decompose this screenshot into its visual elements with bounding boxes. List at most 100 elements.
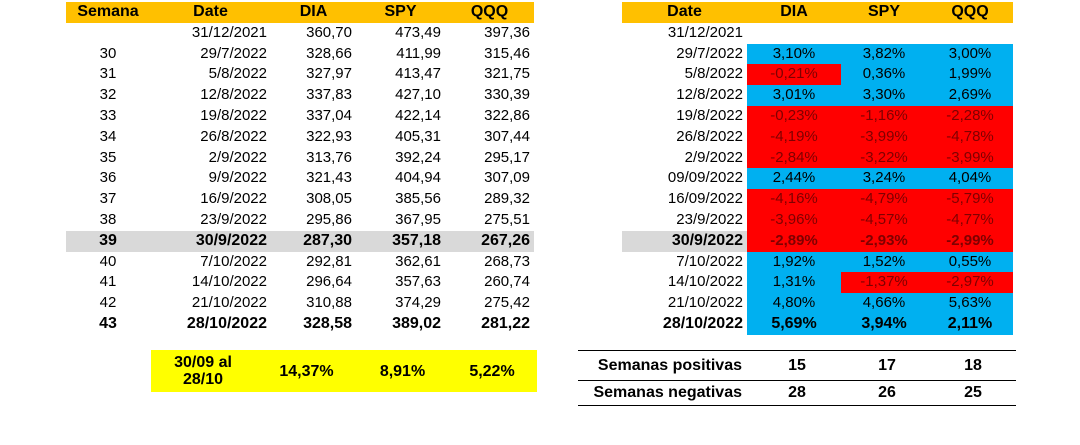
header-qqq: QQQ — [445, 2, 534, 23]
cell-dia-return: 2,44% — [747, 168, 841, 190]
cell-spy: 404,94 — [395, 169, 441, 187]
cell-date: 9/9/2022 — [208, 169, 267, 187]
header-dia: DIA — [271, 2, 356, 23]
table-row: 19/8/2022 -0,23% -1,16% -2,28% — [622, 105, 1013, 127]
table-row-last: 43 28/10/2022 328,58 389,02 281,22 — [66, 314, 534, 335]
returns-header-row: Date DIA SPY QQQ — [622, 2, 1013, 23]
cell-dia: 313,76 — [306, 148, 352, 166]
cell-spy: 389,02 — [392, 314, 441, 332]
cell-qqq-return: 1,99% — [927, 64, 1013, 86]
cell-qqq: 307,09 — [484, 169, 530, 187]
cell-spy-return: 3,82% — [841, 43, 927, 65]
cell-dia-return: 3,01% — [747, 85, 841, 106]
cell-spy-return: -2,93% — [841, 230, 927, 252]
cell-date: 29/7/2022 — [200, 44, 267, 62]
cell-date: 14/10/2022 — [667, 273, 743, 291]
header-spy: SPY — [841, 2, 927, 23]
table-row: 30 29/7/2022 328,66 411,99 315,46 — [66, 44, 534, 65]
cell-spy-return: 3,94% — [841, 313, 927, 335]
cell-dia-return: 1,31% — [747, 272, 841, 294]
cell-date: 28/10/2022 — [186, 314, 267, 332]
header-dia: DIA — [747, 2, 841, 23]
table-row: 30/9/2022 -2,89% -2,93% -2,99% — [622, 230, 1013, 252]
table-row: 35 2/9/2022 313,76 392,24 295,17 — [66, 148, 534, 169]
cell-qqq: 330,39 — [484, 86, 530, 104]
cell-semana: 30 — [99, 44, 117, 62]
header-qqq: QQQ — [927, 2, 1013, 23]
cell-spy-return: -4,57% — [841, 209, 927, 231]
cell-dia-return: -3,96% — [747, 209, 841, 231]
cell-date: 29/7/2022 — [676, 44, 743, 62]
cell-date: 7/10/2022 — [676, 252, 743, 270]
table-row: 37 16/9/2022 308,05 385,56 289,32 — [66, 189, 534, 210]
negative-spy: 26 — [844, 380, 930, 406]
cell-qqq: 315,46 — [484, 44, 530, 62]
cell-semana: 38 — [99, 210, 117, 228]
cell-spy-return: 3,30% — [841, 85, 927, 106]
cell-semana: 40 — [99, 252, 117, 270]
cell-spy: 413,47 — [395, 65, 441, 83]
cell-date: 16/09/2022 — [667, 190, 743, 208]
positive-weeks-label: Semanas positivas — [578, 350, 750, 381]
cell-date: 31/12/2021 — [191, 23, 267, 41]
cell-qqq: 260,74 — [484, 273, 530, 291]
cell-qqq-return: -2,97% — [927, 272, 1013, 294]
cell-date: 19/8/2022 — [200, 106, 267, 124]
cell-spy: 357,18 — [356, 230, 445, 252]
cell-spy-return: -1,37% — [841, 272, 927, 294]
cell-date: 16/9/2022 — [200, 190, 267, 208]
positive-weeks-row: Semanas positivas 15 17 18 — [578, 350, 1016, 381]
cell-spy-return: -3,99% — [841, 126, 927, 148]
cell-dia-return: 3,10% — [747, 43, 841, 65]
cell-dia-return: -2,89% — [747, 230, 841, 252]
cell-spy-return: 3,24% — [841, 168, 927, 190]
cell-qqq-return — [927, 23, 1013, 44]
prices-header-row: Semana Date DIA SPY QQQ — [66, 2, 534, 23]
cell-qqq-return: -3,99% — [927, 147, 1013, 169]
cell-semana: 33 — [99, 106, 117, 124]
table-row-highlighted: 39 30/9/2022 287,30 357,18 267,26 — [66, 230, 534, 252]
cell-qqq: 268,73 — [484, 252, 530, 270]
table-row: 2/9/2022 -2,84% -3,22% -3,99% — [622, 147, 1013, 169]
cell-qqq: 295,17 — [484, 148, 530, 166]
cell-date: 09/09/2022 — [667, 169, 743, 187]
cell-qqq: 275,42 — [484, 294, 530, 312]
summary-row: 30/09 al 28/10 14,37% 8,91% 5,22% — [151, 350, 537, 392]
cell-semana: 36 — [99, 169, 117, 187]
cell-spy: 385,56 — [395, 190, 441, 208]
cell-dia: 337,04 — [306, 106, 352, 124]
cell-qqq: 289,32 — [484, 190, 530, 208]
cell-spy: 411,99 — [396, 44, 441, 62]
table-row: 28/10/2022 5,69% 3,94% 2,11% — [622, 313, 1013, 335]
cell-semana: 37 — [99, 190, 117, 208]
positive-spy: 17 — [844, 350, 930, 381]
positive-qqq: 18 — [930, 350, 1016, 381]
header-date: Date — [150, 2, 271, 23]
cell-qqq-return: 3,00% — [927, 43, 1013, 65]
cell-qqq-return: -2,99% — [927, 230, 1013, 252]
cell-spy-return: 4,66% — [841, 293, 927, 314]
cell-dia: 328,58 — [303, 314, 352, 332]
cell-dia-return: -2,84% — [747, 147, 841, 169]
cell-semana: 39 — [66, 230, 150, 252]
summary-qqq: 5,22% — [447, 350, 537, 392]
cell-dia: 322,93 — [306, 127, 352, 145]
cell-spy-return: -1,16% — [841, 105, 927, 127]
cell-date: 12/8/2022 — [200, 86, 267, 104]
table-row: 09/09/2022 2,44% 3,24% 4,04% — [622, 168, 1013, 190]
negative-dia: 28 — [750, 380, 844, 406]
cell-spy-return — [841, 23, 927, 44]
cell-dia: 310,88 — [306, 294, 352, 312]
cell-spy-return: -3,22% — [841, 147, 927, 169]
table-row: 7/10/2022 1,92% 1,52% 0,55% — [622, 251, 1013, 273]
cell-dia: 292,81 — [306, 252, 352, 270]
cell-date: 23/9/2022 — [676, 210, 743, 228]
cell-date: 5/8/2022 — [208, 65, 267, 83]
cell-dia-return: 1,92% — [747, 251, 841, 273]
cell-date: 28/10/2022 — [662, 314, 743, 332]
header-date: Date — [622, 2, 747, 23]
cell-qqq: 321,75 — [484, 65, 530, 83]
cell-qqq-return: 4,04% — [927, 168, 1013, 190]
summary-period-line2: 28/10 — [182, 371, 224, 388]
cell-date: 30/9/2022 — [622, 230, 747, 252]
